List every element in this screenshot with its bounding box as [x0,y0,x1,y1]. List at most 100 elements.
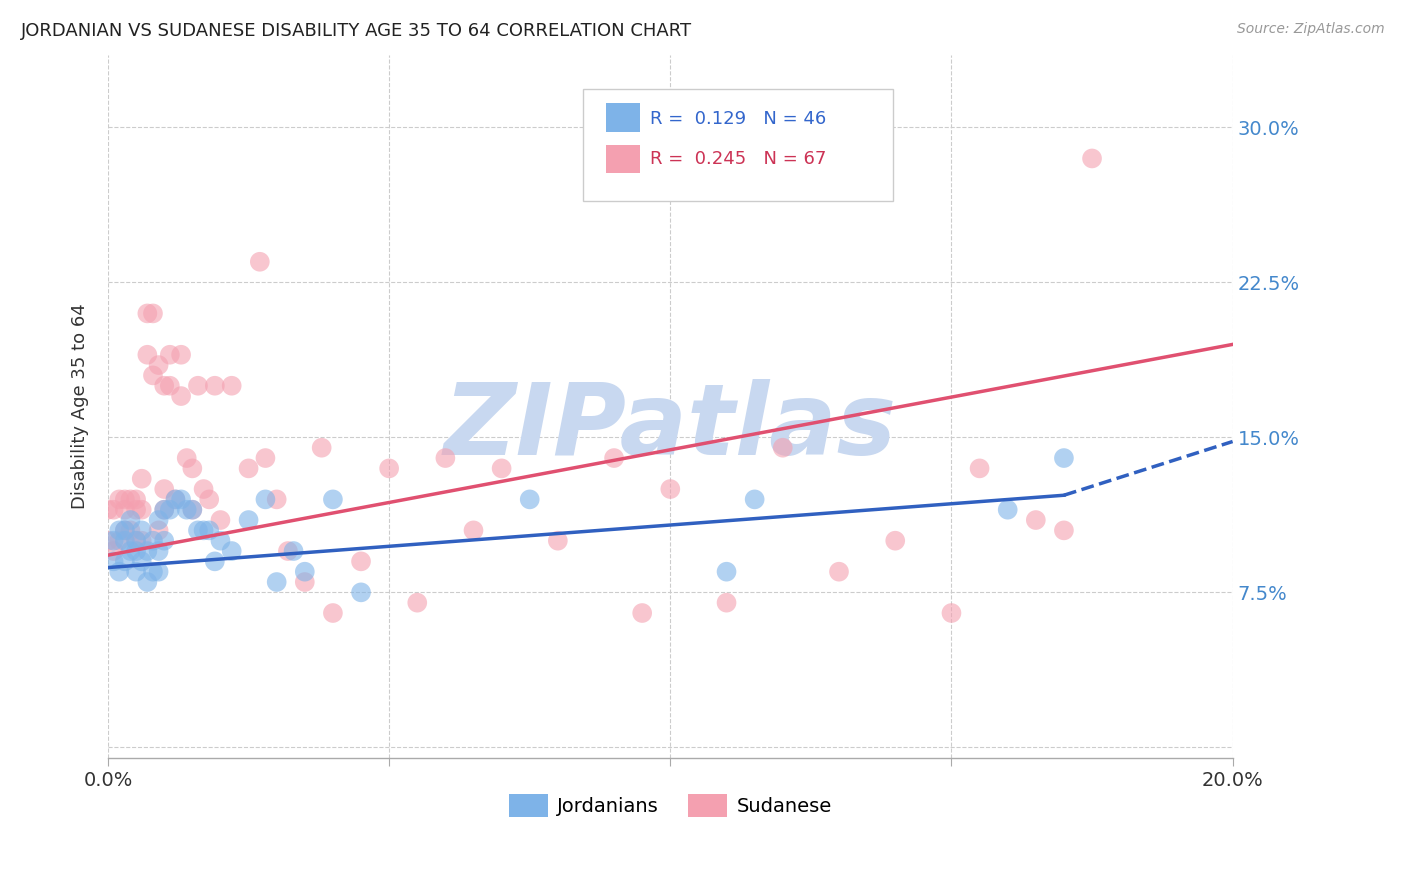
Point [148,565,170,579]
Point [153,502,176,516]
Point [120,492,142,507]
Point [170,348,193,362]
Point [193,482,215,496]
Point [1025,513,1047,527]
Point [125,492,148,507]
Point [322,606,344,620]
Point [254,492,277,507]
Point [969,461,991,475]
Legend: Jordanians, Sudanese: Jordanians, Sudanese [501,786,839,825]
Point [519,492,541,507]
Point [131,472,153,486]
Point [114,502,136,516]
Point [148,513,170,527]
Point [716,596,738,610]
Point [1053,451,1076,466]
Point [997,502,1019,516]
Point [97,533,120,548]
Point [311,441,333,455]
Point [153,482,176,496]
Point [114,492,136,507]
Point [603,451,626,466]
Point [463,524,485,538]
Point [659,482,682,496]
Point [884,533,907,548]
Point [631,606,654,620]
Point [187,524,209,538]
Point [378,461,401,475]
Point [238,461,260,475]
Point [181,502,204,516]
Point [187,378,209,392]
Text: JORDANIAN VS SUDANESE DISABILITY AGE 35 TO 64 CORRELATION CHART: JORDANIAN VS SUDANESE DISABILITY AGE 35 … [21,22,692,40]
Point [221,378,243,392]
Point [1081,152,1104,166]
Point [165,492,187,507]
Point [131,554,153,568]
Point [283,544,305,558]
Point [165,492,187,507]
Point [176,451,198,466]
Point [97,502,120,516]
Point [209,513,232,527]
Point [159,378,181,392]
Point [350,554,373,568]
Point [277,544,299,558]
Text: Source: ZipAtlas.com: Source: ZipAtlas.com [1237,22,1385,37]
Point [266,492,288,507]
Point [131,533,153,548]
Point [716,565,738,579]
Point [744,492,766,507]
Point [148,358,170,372]
Point [136,348,159,362]
Point [108,524,131,538]
Point [103,533,125,548]
Point [322,492,344,507]
Point [136,544,159,558]
Point [221,544,243,558]
Point [1053,524,1076,538]
Point [120,513,142,527]
Point [114,524,136,538]
Point [941,606,963,620]
Point [142,306,165,320]
Y-axis label: Disability Age 35 to 64: Disability Age 35 to 64 [72,303,89,509]
Point [209,533,232,548]
Point [198,524,221,538]
Point [148,544,170,558]
Point [114,554,136,568]
Text: R =  0.245   N = 67: R = 0.245 N = 67 [650,150,825,168]
Point [120,544,142,558]
Point [108,492,131,507]
Point [198,492,221,507]
Point [142,368,165,383]
Point [294,574,316,589]
Point [350,585,373,599]
Point [828,565,851,579]
Point [266,574,288,589]
Point [114,533,136,548]
Point [125,502,148,516]
Point [204,378,226,392]
Point [181,461,204,475]
Point [204,554,226,568]
Point [136,306,159,320]
Point [131,502,153,516]
Point [103,544,125,558]
Point [176,502,198,516]
Point [238,513,260,527]
Point [249,254,271,268]
Point [170,389,193,403]
Point [406,596,429,610]
Point [103,502,125,516]
Point [159,348,181,362]
Point [294,565,316,579]
Point [170,492,193,507]
Point [125,533,148,548]
Point [103,554,125,568]
Point [125,565,148,579]
Text: ZIPatlas: ZIPatlas [444,379,897,476]
Point [125,544,148,558]
Point [434,451,457,466]
Point [254,451,277,466]
